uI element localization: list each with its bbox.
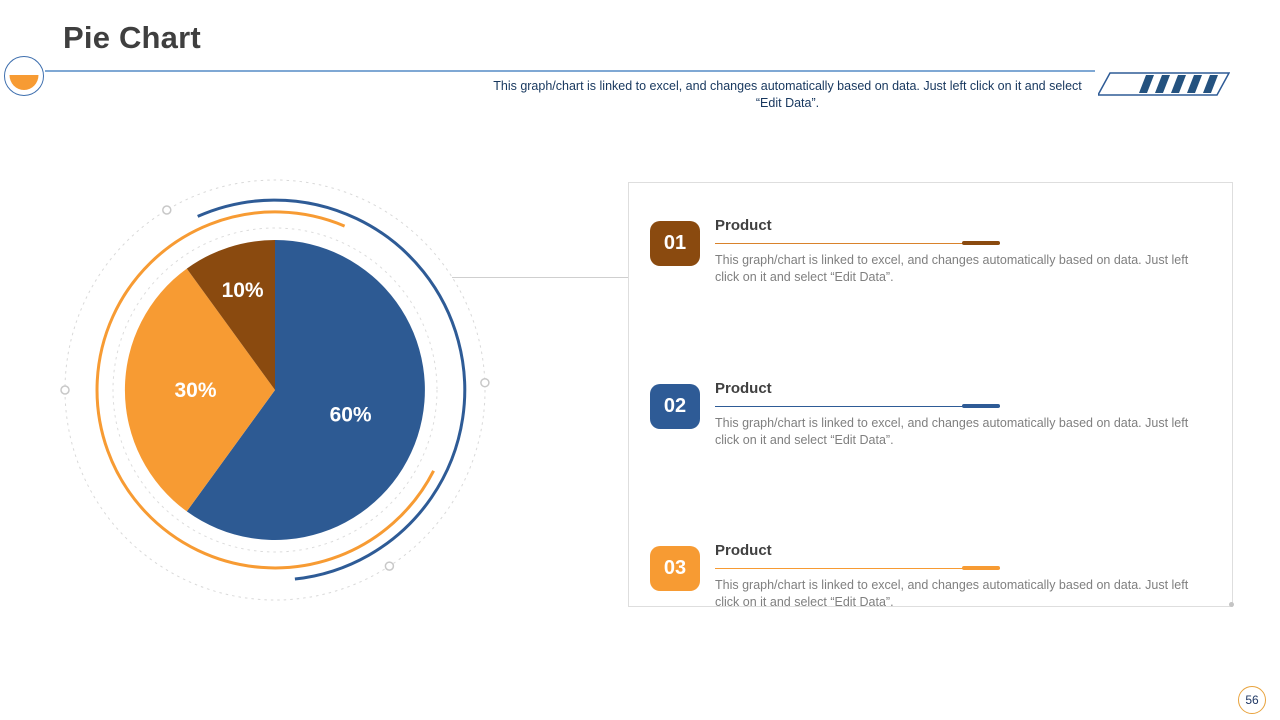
pie-chart[interactable]: 60% 30% 10% — [15, 130, 535, 650]
pie-slice-label: 30% — [174, 379, 216, 402]
pie-slice-label: 10% — [222, 279, 264, 302]
ring-node-icon — [480, 377, 490, 388]
item-rule-line — [715, 243, 1000, 244]
inner-dashed-ring — [112, 227, 438, 553]
item-description: This graph/chart is linked to excel, and… — [715, 578, 1189, 609]
item-title: Product — [715, 542, 772, 559]
pie-slice-60%[interactable] — [186, 240, 425, 540]
header-note: This graph/chart is linked to excel, and… — [493, 79, 1082, 110]
stripes-decoration-icon — [1098, 72, 1230, 96]
item-description: This graph/chart is linked to excel, and… — [715, 253, 1189, 284]
slide-title: Pie Chart — [63, 20, 201, 55]
item-number-badge: 01 — [650, 221, 700, 266]
connector-line — [452, 277, 628, 278]
products-panel — [628, 182, 1233, 607]
page-number-badge: 56 — [1238, 686, 1266, 714]
item-rule-line — [715, 568, 1000, 569]
item-title: Product — [715, 380, 772, 397]
item-number-badge: 02 — [650, 384, 700, 429]
page-number: 56 — [1245, 693, 1259, 707]
panel-corner-dot — [1229, 602, 1234, 607]
outer-dashed-ring — [64, 179, 486, 601]
item-title: Product — [715, 217, 772, 234]
ring-node-icon — [162, 205, 172, 215]
item-rule — [715, 241, 1000, 246]
item-number-badge: 03 — [650, 546, 700, 591]
item-rule — [715, 404, 1000, 409]
item-rule — [715, 566, 1000, 571]
product-item-01: 01 Product This graph/chart is linked to… — [650, 214, 1210, 334]
item-number: 02 — [663, 395, 687, 417]
item-rule-bar — [962, 566, 1000, 570]
pie-slice-30%[interactable] — [124, 268, 275, 512]
header-divider — [45, 70, 1095, 72]
blue-arc-decoration — [197, 198, 467, 581]
pie-slice-label: 60% — [330, 404, 372, 427]
item-rule-bar — [962, 241, 1000, 245]
ring-node-icon — [60, 385, 70, 395]
item-number: 03 — [663, 557, 687, 579]
orange-arc-decoration — [95, 210, 435, 570]
pie-chart-svg[interactable]: 60% 30% 10% — [15, 130, 535, 650]
pie-slice-10%[interactable] — [186, 239, 275, 390]
ring-node-icon — [384, 561, 395, 571]
half-circle-icon — [9, 75, 39, 90]
item-description: This graph/chart is linked to excel, and… — [715, 416, 1189, 447]
header-pie-icon — [4, 56, 44, 96]
product-item-02: 02 Product This graph/chart is linked to… — [650, 377, 1210, 497]
item-number: 01 — [663, 232, 687, 254]
product-item-03: 03 Product This graph/chart is linked to… — [650, 539, 1210, 659]
item-rule-line — [715, 406, 1000, 407]
item-rule-bar — [962, 404, 1000, 408]
pie-slices-group[interactable]: 60% 30% 10% — [124, 239, 425, 540]
